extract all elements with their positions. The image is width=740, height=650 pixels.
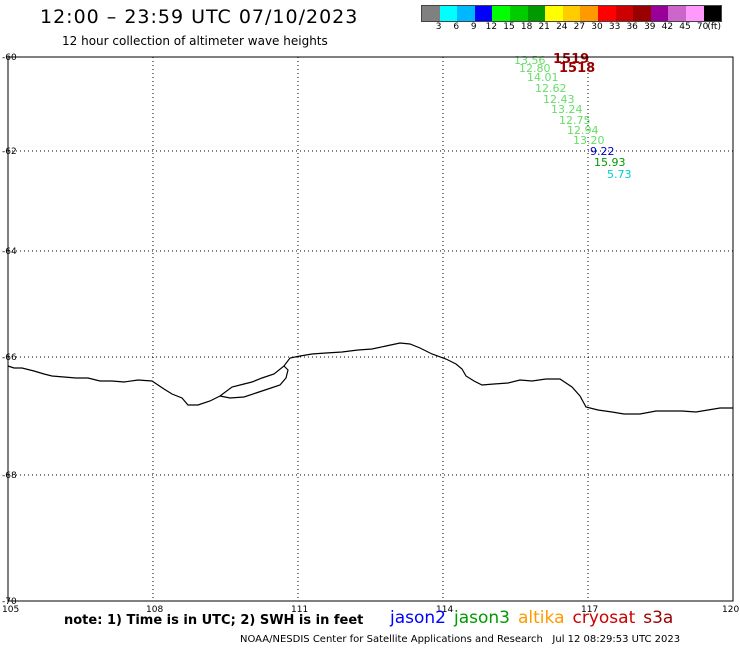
color-scale-label: 27 [573,22,586,32]
color-swatch-16 [703,6,722,21]
generation-timestamp: Jul 12 08:29:53 UTC 2023 [552,634,681,645]
color-scale-label: 9 [470,22,477,32]
wave-height-label: 12.75 [559,114,591,127]
wave-height-label: 12.94 [567,124,599,137]
color-scale-label: 15 [503,22,515,32]
antarctic-coastline [7,342,733,415]
color-swatch-5 [509,6,528,21]
wave-height-label: 1518 [559,61,595,76]
credit-footer: NOAA/NESDIS Center for Satellite Applica… [240,634,680,645]
latitude-label: -62 [2,147,17,157]
legend-jason3: jason3 [454,608,510,628]
longitude-label: 111 [291,605,308,615]
color-swatch-6 [527,6,546,21]
color-scale-label: 3 [435,22,442,32]
color-swatch-3 [474,6,493,21]
wave-height-label: 14.01 [527,71,559,84]
color-swatch-4 [492,6,510,21]
color-scale-labels: 3 6 9 12 15 18 21 24 27 30 33 36 39 42 45 70 (ft) [421,22,740,34]
color-scale-label: 45 [679,22,691,32]
wave-height-label: 12.43 [543,93,575,106]
map-subtitle: 12 hour collection of altimeter wave hei… [62,34,328,48]
credit-text: NOAA/NESDIS Center for Satellite Applica… [240,634,543,645]
longitude-label: 117 [581,605,598,615]
color-swatch-7 [545,6,563,21]
color-swatch-15 [685,6,704,21]
map-title: 12:00 – 23:59 UTC 07/10/2023 [40,6,359,28]
color-swatch-0 [422,6,440,21]
wave-height-label: 13.20 [573,134,605,147]
latitude-label: -66 [2,353,17,363]
color-swatch-12 [633,6,651,21]
wave-height-label: 5.73 [607,168,632,181]
color-scale-label: 12 [485,22,498,32]
color-scale-label: (ft) [707,22,721,32]
map-frame [7,56,734,602]
longitude-label: 105 [2,605,19,615]
latitude-label: -60 [2,53,17,63]
color-swatch-11 [615,6,634,21]
wave-height-label: 13.24 [551,103,583,116]
latitude-label: -64 [2,247,17,257]
latitude-label: -68 [2,471,17,481]
color-swatch-1 [439,6,458,21]
color-swatch-2 [457,6,475,21]
color-scale-label: 33 [608,22,621,32]
color-scale-label: 30 [591,22,603,32]
wave-height-label: 12.62 [535,82,567,95]
satellite-legend: jason2 jason3 altika cryosat s3a [390,608,681,628]
coastline-inlet [219,365,289,399]
legend-jason2: jason2 [390,608,446,628]
color-swatch-8 [562,6,581,21]
color-scale-label: 21 [538,22,550,32]
legend-altika: altika [518,608,565,628]
color-swatch-13 [650,6,669,21]
wave-height-label: 9.22 [590,145,615,158]
longitude-label: 108 [146,605,163,615]
longitude-label: 120 [722,605,739,615]
wave-height-label: 12.80 [519,62,551,75]
color-scale-label: 18 [520,22,533,32]
color-scale-label: 6 [453,22,460,32]
latitude-label: -70 [2,597,17,607]
legend-cryosat: cryosat [572,608,636,628]
wave-height-label: 15.93 [594,156,626,169]
color-scale-label: 24 [556,22,568,32]
color-swatch-14 [668,6,686,21]
longitude-label: 114 [436,605,453,615]
color-swatch-10 [597,6,616,21]
legend-s3a: s3a [643,608,674,628]
color-scale-label: 42 [661,22,674,32]
wave-height-label: 1519 [553,52,589,67]
graticule [8,57,733,601]
color-scale-label: 36 [626,22,638,32]
color-scale-label: 70 [696,22,709,32]
color-scale-label: 39 [644,22,656,32]
units-note: note: 1) Time is in UTC; 2) SWH is in fe… [64,613,364,628]
color-scale-bar [421,5,723,22]
color-swatch-9 [580,6,598,21]
